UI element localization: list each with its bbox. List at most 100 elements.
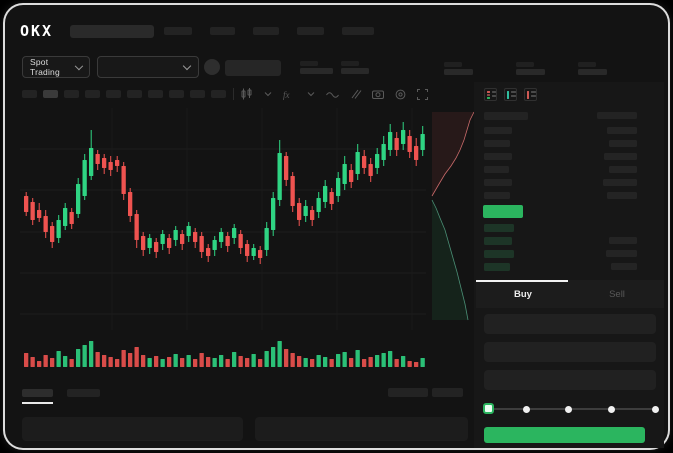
- order-book-bids: [476, 221, 664, 273]
- book-both-icon[interactable]: [484, 88, 497, 101]
- toolbar-divider: [233, 88, 234, 100]
- bottom-tab-2[interactable]: [67, 389, 100, 397]
- amount-slider-handle[interactable]: [483, 403, 494, 414]
- bottom-action-1[interactable]: [388, 388, 428, 397]
- bid-size-placeholder: [611, 263, 637, 270]
- book-bids-icon[interactable]: [504, 88, 517, 101]
- candlestick-chart[interactable]: [20, 108, 426, 330]
- bid-row[interactable]: [476, 221, 664, 234]
- bid-price-placeholder: [484, 223, 514, 232]
- slider-step-dot[interactable]: [523, 406, 530, 413]
- ask-row[interactable]: [476, 176, 664, 189]
- ask-price-placeholder: [484, 192, 510, 199]
- bottom-tab-active[interactable]: [22, 389, 53, 397]
- caret-down-icon: [182, 61, 192, 70]
- fullscreen-icon[interactable]: [417, 88, 428, 100]
- market-type-label: Spot Trading: [30, 57, 60, 77]
- bid-size-placeholder: [609, 237, 637, 244]
- ask-size-placeholder: [603, 179, 637, 186]
- ask-row[interactable]: [476, 189, 664, 202]
- last-price-badge[interactable]: [483, 205, 523, 218]
- search-input[interactable]: [70, 25, 154, 38]
- ask-price-placeholder: [484, 179, 512, 186]
- ask-price-placeholder: [484, 127, 512, 134]
- ask-row[interactable]: [476, 150, 664, 163]
- ask-size-placeholder: [609, 166, 637, 173]
- slider-step-dot[interactable]: [652, 406, 659, 413]
- timeframe-button[interactable]: [64, 90, 79, 98]
- indicators-icon[interactable]: fx: [283, 89, 296, 100]
- price-stat: [300, 61, 333, 74]
- nav-link-placeholder[interactable]: [342, 27, 374, 35]
- timeframe-row: [22, 90, 226, 98]
- history-panel-placeholder: [255, 417, 468, 441]
- bottom-action-2[interactable]: [432, 388, 463, 397]
- timeframe-button[interactable]: [127, 90, 142, 98]
- bid-row[interactable]: [476, 247, 664, 260]
- settings-icon[interactable]: [395, 89, 406, 100]
- camera-icon[interactable]: [372, 89, 384, 99]
- pair-selector-dropdown[interactable]: [97, 56, 199, 78]
- bid-row[interactable]: [476, 260, 664, 273]
- nav-link-placeholder[interactable]: [164, 27, 192, 35]
- volume-stat: [578, 62, 607, 75]
- timeframe-button[interactable]: [22, 90, 37, 98]
- bid-size-placeholder: [606, 250, 637, 257]
- orders-panel-placeholder: [22, 417, 243, 441]
- timeframe-button[interactable]: [148, 90, 163, 98]
- wave-icon[interactable]: [326, 90, 339, 99]
- ask-price-placeholder: [484, 166, 509, 173]
- book-asks-icon[interactable]: [524, 88, 537, 101]
- bid-price-placeholder: [484, 249, 514, 258]
- top-nav: [164, 27, 374, 35]
- ask-size-placeholder: [607, 192, 637, 199]
- tab-buy[interactable]: Buy: [514, 288, 532, 300]
- tab-sell[interactable]: Sell: [609, 288, 625, 300]
- depth-chart[interactable]: [428, 110, 478, 322]
- amount-column-header: [597, 112, 637, 119]
- amount-input[interactable]: [484, 342, 656, 362]
- bottom-tab-underline: [22, 402, 53, 404]
- nav-link-placeholder[interactable]: [297, 27, 324, 35]
- bid-price-placeholder: [484, 262, 510, 271]
- market-type-dropdown[interactable]: Spot Trading: [22, 56, 90, 78]
- ask-row[interactable]: [476, 163, 664, 176]
- timeframe-button[interactable]: [106, 90, 121, 98]
- trade-tabs: Buy Sell: [476, 280, 664, 308]
- high-stat: [444, 62, 473, 75]
- timeframe-button[interactable]: [190, 90, 205, 98]
- caret-down-icon[interactable]: [264, 90, 272, 98]
- slider-step-dot[interactable]: [565, 406, 572, 413]
- price-column-header: [484, 111, 528, 120]
- ask-row[interactable]: [476, 137, 664, 150]
- caret-down-icon: [75, 61, 84, 70]
- order-book-view-toggles: [484, 88, 537, 101]
- active-tab-indicator: [476, 280, 568, 282]
- pair-name-placeholder: [225, 60, 281, 76]
- slider-step-dot[interactable]: [608, 406, 615, 413]
- ask-price-placeholder: [484, 153, 512, 160]
- okx-logo[interactable]: OKX: [20, 22, 54, 40]
- bid-row[interactable]: [476, 234, 664, 247]
- candle-style-icon[interactable]: [241, 88, 253, 100]
- timeframe-button[interactable]: [43, 90, 58, 98]
- nav-link-placeholder[interactable]: [253, 27, 279, 35]
- ask-price-placeholder: [484, 140, 510, 147]
- price-input[interactable]: [484, 314, 656, 334]
- order-book-header: [476, 109, 664, 122]
- timeframe-button[interactable]: [211, 90, 226, 98]
- nav-link-placeholder[interactable]: [210, 27, 235, 35]
- ask-size-placeholder: [604, 153, 637, 160]
- volume-chart: [24, 341, 425, 367]
- ask-size-placeholder: [607, 127, 637, 134]
- caret-down-icon[interactable]: [307, 90, 315, 98]
- buy-submit-button[interactable]: [484, 427, 645, 443]
- total-input[interactable]: [484, 370, 656, 390]
- timeframe-button[interactable]: [85, 90, 100, 98]
- order-book-asks: [476, 124, 664, 202]
- change-stat: [341, 61, 369, 74]
- ask-row[interactable]: [476, 124, 664, 137]
- draw-tool-icon[interactable]: [350, 89, 362, 99]
- timeframe-button[interactable]: [169, 90, 184, 98]
